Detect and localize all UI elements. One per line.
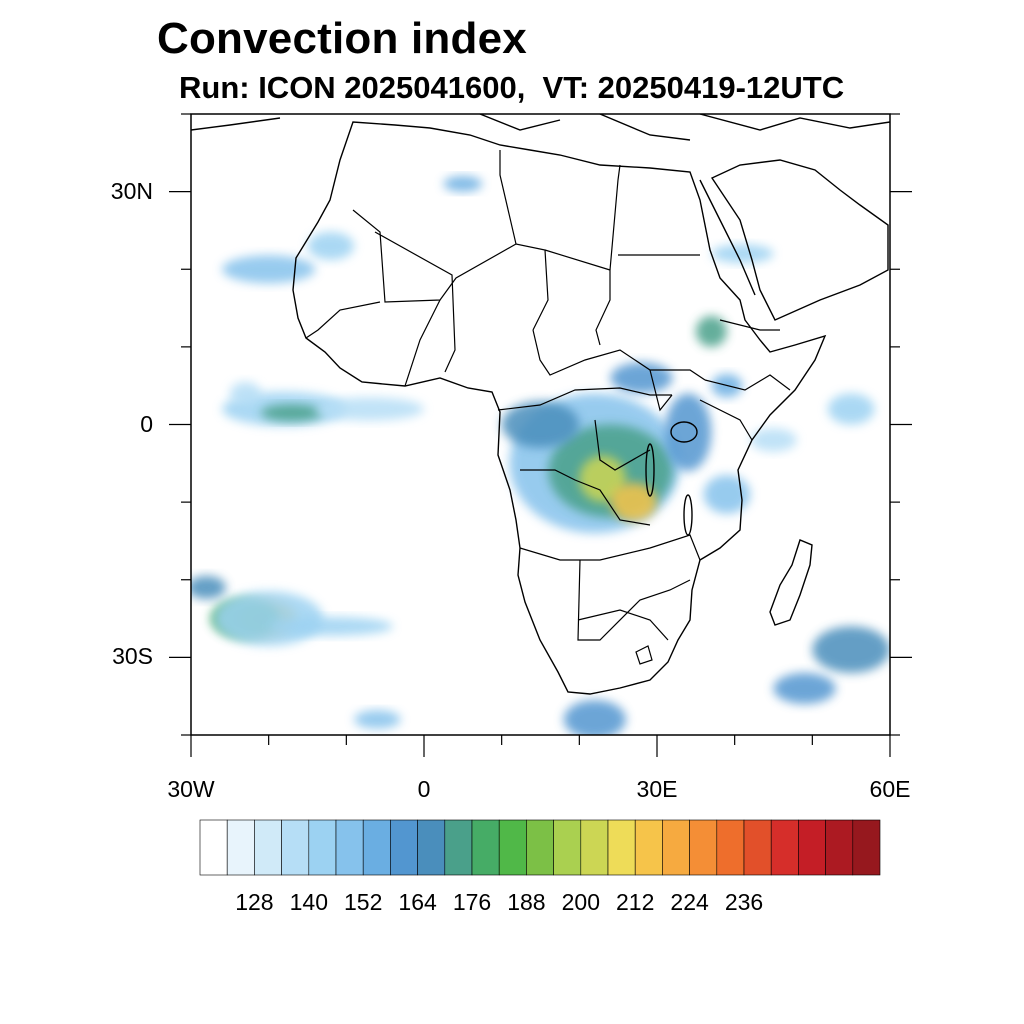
convection-cell — [191, 575, 226, 600]
convection-cell — [354, 710, 401, 729]
convection-cell — [711, 244, 774, 264]
colorbar-swatch — [825, 819, 854, 876]
colorbar-swatch — [852, 819, 881, 876]
colorbar-swatch — [226, 819, 255, 876]
madagascar-coastline — [769, 539, 813, 626]
latitude-label: 30S — [112, 643, 153, 670]
colorbar-swatch — [199, 819, 228, 876]
colorbar-swatch — [526, 819, 554, 876]
longitude-label: 60E — [869, 776, 911, 802]
latitude-label: 0 — [140, 410, 153, 437]
convection-cell — [703, 474, 751, 514]
colorbar-label: 128 — [235, 889, 274, 915]
lake-tanganyika — [645, 443, 655, 497]
convection-cell — [773, 672, 836, 704]
colorbar-swatch — [335, 819, 364, 876]
colorbar-swatch — [662, 819, 690, 876]
colorbar-swatch — [580, 819, 609, 876]
colorbar-label: 164 — [398, 889, 437, 915]
convection-cell — [268, 617, 393, 636]
colorbar-swatch — [553, 819, 582, 876]
convection-cell — [750, 428, 797, 452]
convection-cell — [579, 455, 626, 503]
colorbar-swatch — [390, 819, 418, 876]
convection-cell — [501, 401, 580, 448]
longitude-label: 30W — [167, 776, 215, 802]
arabia-coastline — [710, 159, 889, 321]
convection-cell — [695, 315, 727, 347]
colorbar-swatch — [689, 819, 718, 876]
colorbar-label: 200 — [561, 889, 600, 915]
colorbar-swatch — [498, 819, 527, 876]
colorbar-swatch — [770, 819, 799, 876]
colorbar-swatch — [634, 819, 663, 876]
colorbar-label: 176 — [452, 889, 492, 915]
convection-cell — [222, 255, 316, 284]
colorbar-label: 140 — [289, 889, 328, 915]
colorbar-swatch — [417, 819, 446, 876]
convection-cell — [307, 231, 355, 260]
colorbar — [199, 819, 881, 876]
red-sea-coast — [699, 179, 756, 296]
latitude-label: 30N — [110, 177, 153, 204]
colorbar-label: 212 — [616, 889, 655, 915]
lake-malawi — [683, 494, 693, 536]
convection-cell — [664, 393, 712, 472]
convection-cell — [563, 700, 626, 735]
colorbar-swatch — [716, 819, 745, 876]
coastline-layer — [191, 114, 890, 695]
europe-coastline — [191, 114, 890, 141]
convection-cell — [260, 404, 324, 422]
colorbar-label: 152 — [344, 889, 383, 915]
colorbar-swatch — [308, 819, 337, 876]
colorbar-swatch — [743, 819, 772, 876]
lake-victoria — [670, 421, 698, 443]
convection-cell — [827, 393, 875, 425]
colorbar-swatch — [471, 819, 500, 876]
map-subtitle: Run: ICON 2025041600, VT: 20250419-12UTC — [179, 70, 845, 105]
convection-cell — [229, 381, 261, 406]
colorbar-swatch — [281, 819, 310, 876]
colorbar-swatch — [362, 819, 391, 876]
convection-cell — [443, 176, 483, 192]
colorbar-label: 236 — [724, 889, 764, 915]
colorbar-swatch — [254, 819, 282, 876]
colorbar-swatch — [798, 819, 826, 876]
colorbar-label: 224 — [670, 889, 709, 915]
colorbar-swatch — [607, 819, 636, 876]
convection-cell — [812, 626, 890, 673]
colorbar-swatch — [444, 819, 473, 876]
longitude-label: 0 — [417, 776, 431, 802]
axis-ticks — [169, 113, 912, 757]
convection-field-layer — [191, 176, 890, 735]
convection-cell — [315, 397, 424, 421]
map-title: Convection index — [157, 14, 527, 63]
convection-cell — [610, 362, 673, 394]
convection-cell — [610, 482, 657, 522]
colorbar-label: 188 — [507, 889, 546, 915]
longitude-label: 30E — [636, 776, 678, 802]
country-borders — [305, 150, 791, 665]
africa-coastline — [292, 121, 827, 695]
